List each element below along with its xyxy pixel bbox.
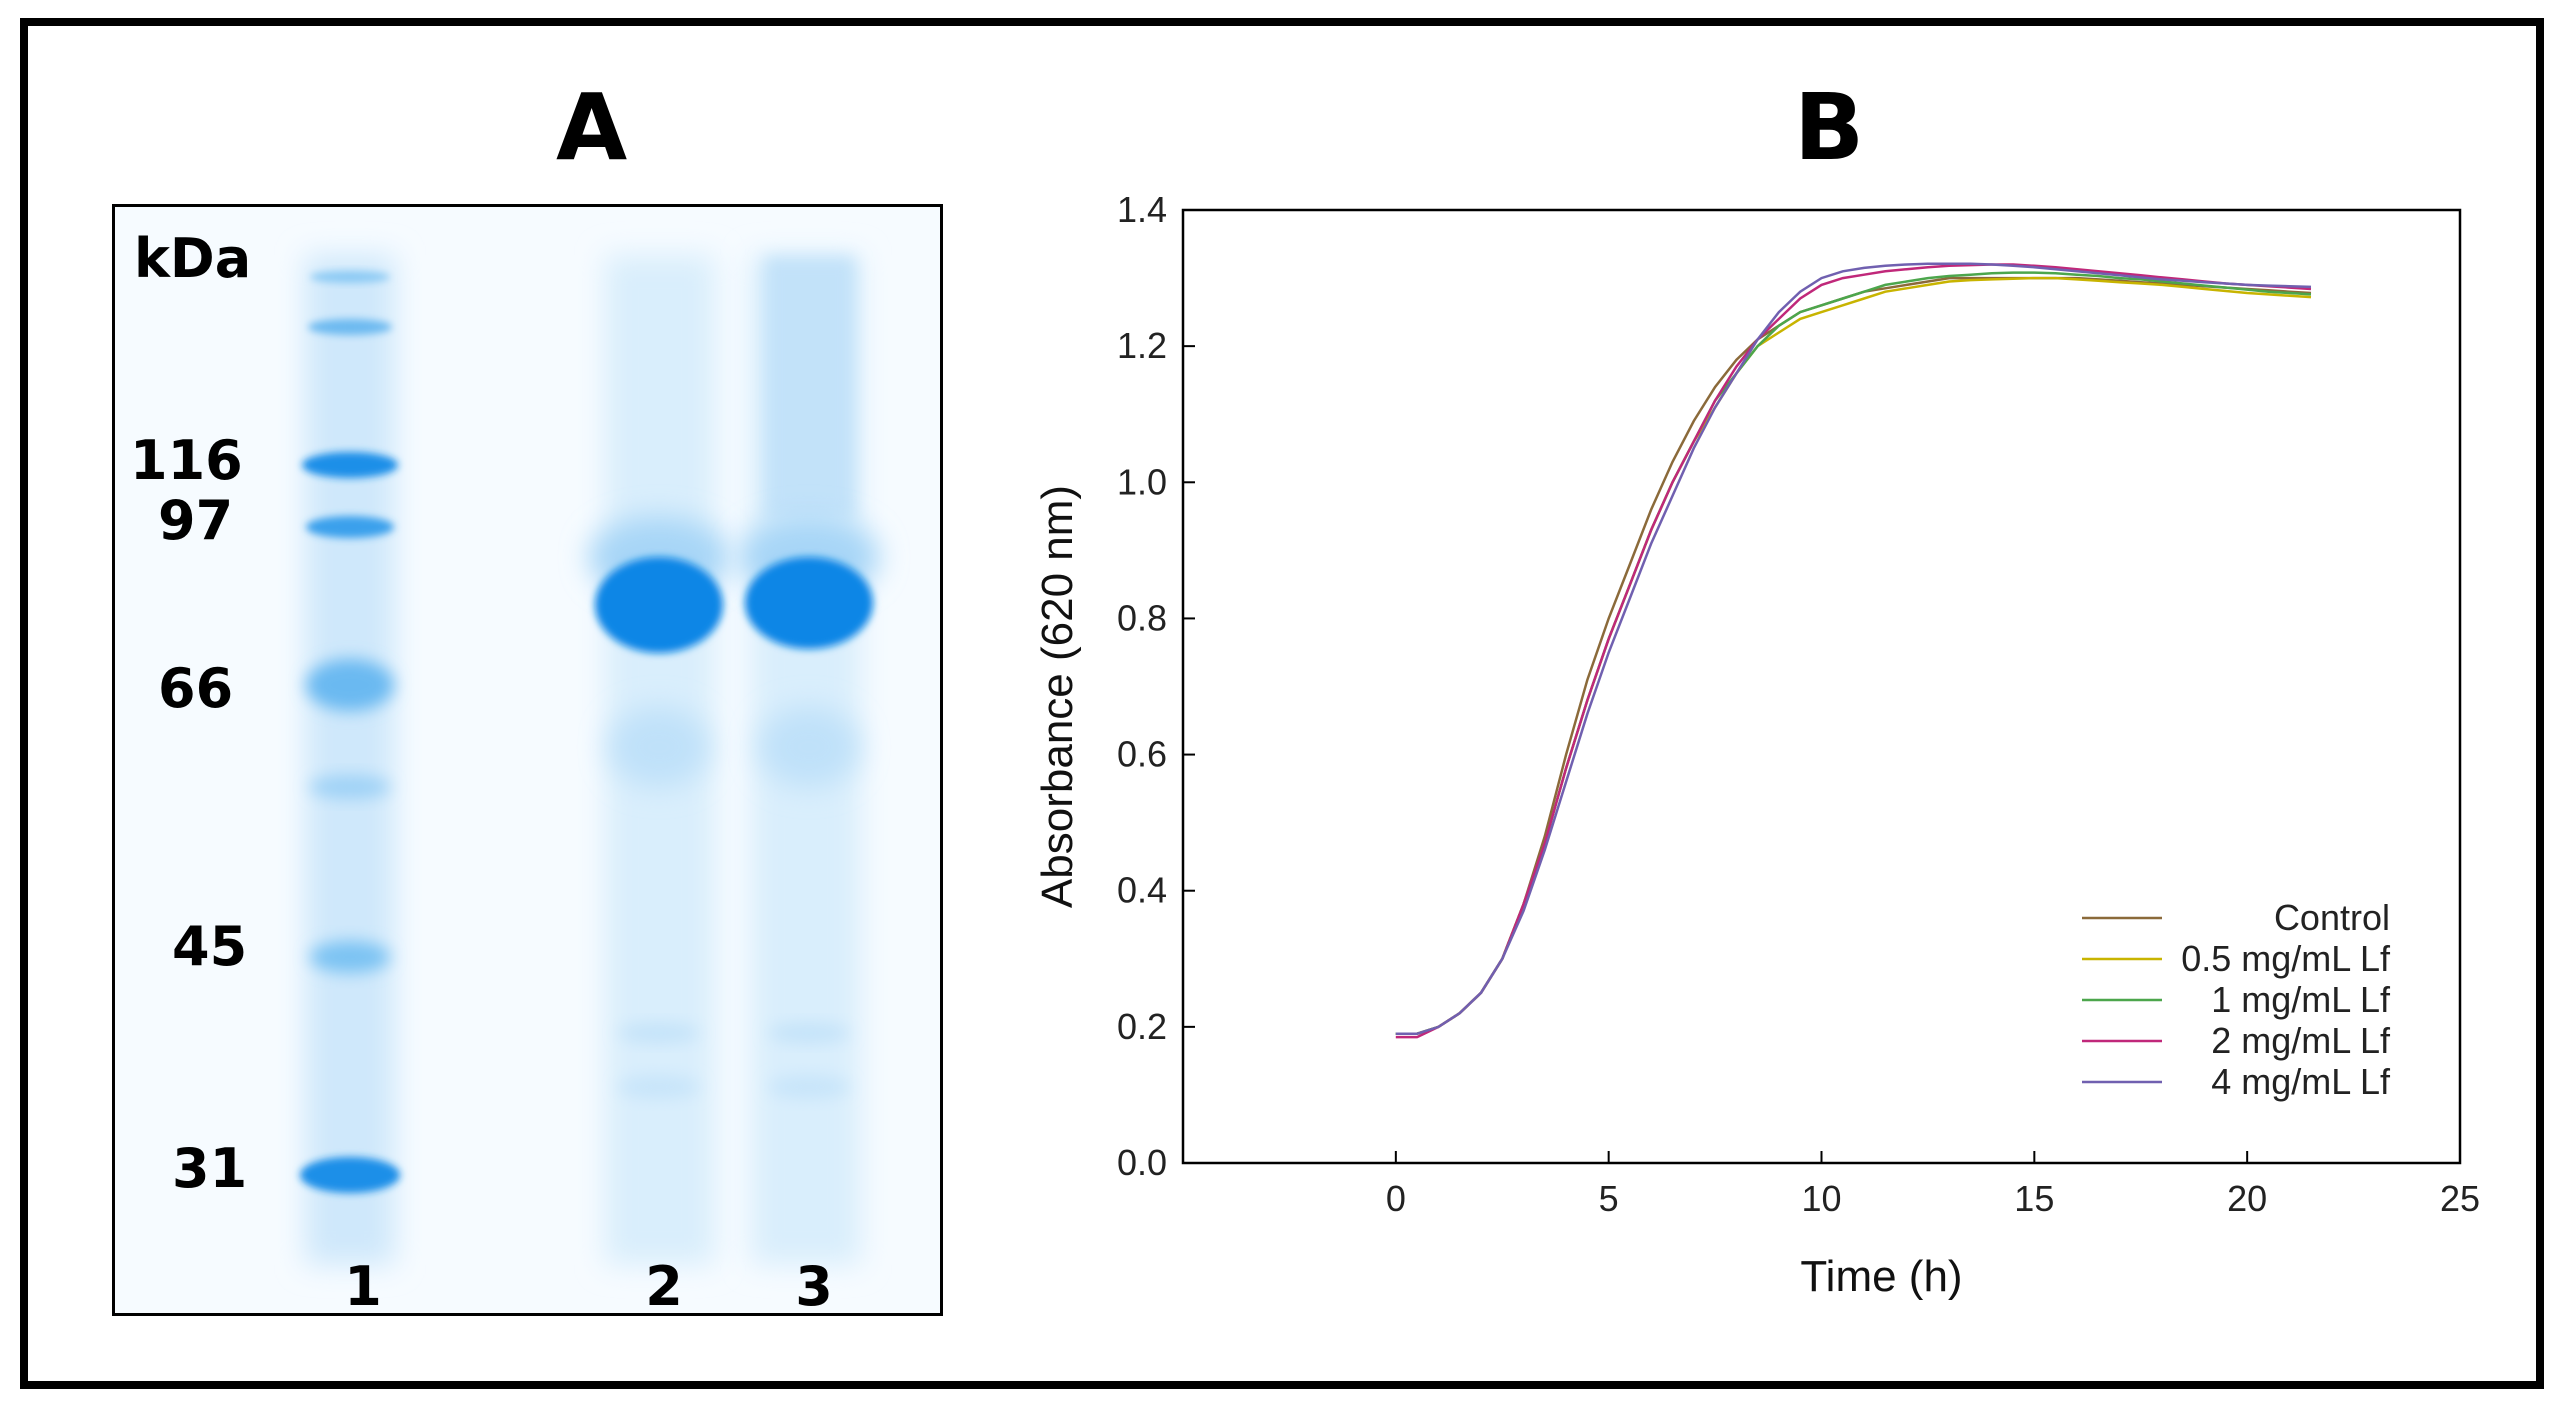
panel-a-letter: A <box>556 74 628 181</box>
y-tick-label: 1.2 <box>1117 325 1167 366</box>
y-axis-title: Absorbance (620 nm) <box>1033 485 1082 908</box>
y-tick-label: 0.4 <box>1117 870 1167 911</box>
marker-label-116: 116 <box>130 429 243 492</box>
x-tick-label: 20 <box>2227 1178 2267 1219</box>
lane-1-band-200 <box>308 319 392 335</box>
y-tick-label: 1.4 <box>1117 189 1167 230</box>
lane-1-band-116 <box>302 452 398 478</box>
x-axis-title: Time (h) <box>1800 1252 1962 1301</box>
y-tick-label: 0.0 <box>1117 1142 1167 1183</box>
legend-label: 1 mg/mL Lf <box>2211 979 2391 1020</box>
lane-1-smear <box>305 255 395 1265</box>
y-tick-label: 0.2 <box>1117 1006 1167 1047</box>
gel-lanes-svg <box>300 255 879 1265</box>
legend-label: 0.5 mg/mL Lf <box>2181 938 2391 979</box>
lane-2-lower-smear <box>609 707 709 787</box>
lane-1-band-top <box>310 271 390 283</box>
x-tick-label: 10 <box>1801 1178 1841 1219</box>
y-tick-label: 0.8 <box>1117 597 1167 638</box>
y-tick-label: 1.0 <box>1117 461 1167 502</box>
series-line-4 <box>1395 262 2312 1035</box>
lane-1-band-97 <box>306 516 394 538</box>
panel-b-letter: B <box>1794 74 1865 181</box>
x-tick-label: 15 <box>2014 1178 2054 1219</box>
y-axis: 0.0 0.2 0.4 0.6 0.8 1.0 1.2 1.4 <box>1117 189 1195 1183</box>
lane-1-band-31 <box>300 1157 400 1193</box>
marker-label-66: 66 <box>158 657 234 720</box>
x-tick-label: 5 <box>1599 1178 1619 1219</box>
lane-label-1: 1 <box>344 1255 382 1318</box>
lane-3-top-smear <box>765 257 855 517</box>
lane-2-faint-band-2 <box>619 1075 699 1099</box>
figure-frame <box>20 18 2544 1389</box>
legend-label: 4 mg/mL Lf <box>2211 1061 2391 1102</box>
lane-1-band-mid <box>310 775 390 799</box>
marker-label-31: 31 <box>172 1137 248 1200</box>
kda-label: kDa <box>134 227 252 290</box>
lane-1-band-45 <box>310 941 390 973</box>
lane-label-2: 2 <box>645 1255 683 1318</box>
marker-label-97: 97 <box>158 489 234 552</box>
lane-1-band-66 <box>306 659 394 711</box>
legend-label: 2 mg/mL Lf <box>2211 1020 2391 1061</box>
marker-label-45: 45 <box>172 915 248 978</box>
legend-label: Control <box>2274 897 2390 938</box>
x-tick-label: 25 <box>2440 1178 2480 1219</box>
lane-label-3: 3 <box>795 1255 833 1318</box>
lane-3-faint-band-1 <box>769 1023 849 1043</box>
plot-area <box>1181 208 2462 1165</box>
x-tick-label: 0 <box>1386 1178 1406 1219</box>
series-line-3 <box>1395 263 2312 1039</box>
lane-3-faint-band-2 <box>769 1075 849 1099</box>
gel-image <box>112 204 943 1316</box>
lane-3-lower-smear <box>759 707 859 787</box>
lane-3-main-band <box>745 557 873 649</box>
x-axis: 0 5 10 15 20 25 <box>1386 1151 2480 1219</box>
y-tick-label: 0.6 <box>1117 734 1167 775</box>
series-layer <box>1395 262 2312 1039</box>
lane-2-main-band <box>595 557 723 653</box>
lane-2-faint-band-1 <box>619 1023 699 1043</box>
